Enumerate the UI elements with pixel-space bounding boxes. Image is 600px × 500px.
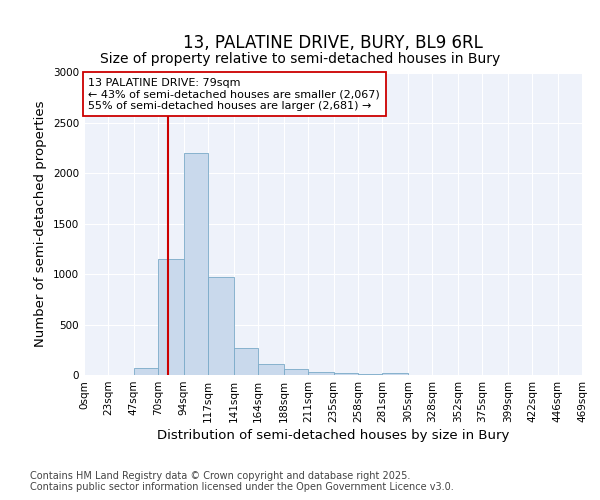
Bar [382,373,408,375]
X-axis label: Distribution of semi-detached houses by size in Bury: Distribution of semi-detached houses by … [157,429,509,442]
Bar [308,372,334,375]
Bar [334,374,358,375]
Bar [134,368,158,375]
Bar [258,364,284,375]
Bar [284,370,308,375]
Text: Size of property relative to semi-detached houses in Bury: Size of property relative to semi-detach… [100,52,500,66]
Bar [208,277,234,375]
Bar [184,153,208,375]
Bar [358,374,382,375]
Title: 13, PALATINE DRIVE, BURY, BL9 6RL: 13, PALATINE DRIVE, BURY, BL9 6RL [183,34,483,52]
Text: Contains HM Land Registry data © Crown copyright and database right 2025.
Contai: Contains HM Land Registry data © Crown c… [30,471,454,492]
Text: 13 PALATINE DRIVE: 79sqm
← 43% of semi-detached houses are smaller (2,067)
55% o: 13 PALATINE DRIVE: 79sqm ← 43% of semi-d… [88,78,380,110]
Bar [234,348,258,375]
Bar [158,259,184,375]
Y-axis label: Number of semi-detached properties: Number of semi-detached properties [34,100,47,347]
